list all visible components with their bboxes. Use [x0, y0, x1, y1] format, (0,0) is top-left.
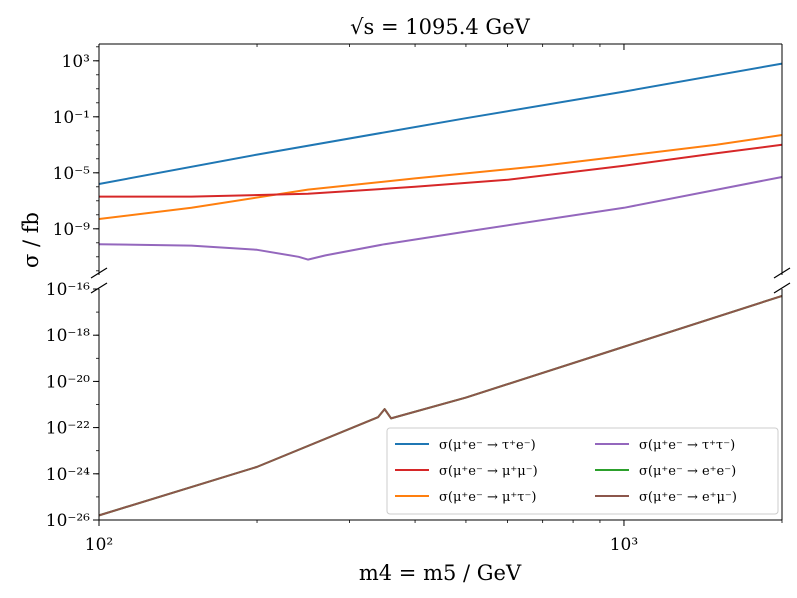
legend-label-2: σ(μ⁺e⁻ → e⁺e⁻) [639, 464, 736, 479]
lower-y-tick-label: 10⁻²⁶ [46, 511, 90, 531]
axis-break-mark [90, 267, 108, 279]
upper-y-tick-label: 10⁻⁵ [53, 164, 91, 184]
upper-panel: 10³ 10⁻¹ 10⁻⁵ 10⁻⁹ [53, 46, 99, 272]
axis-break-mark [90, 282, 108, 294]
lower-y-tick-label: 10⁻²⁰ [46, 372, 90, 392]
upper-y-tick-label: 10⁻¹ [53, 108, 90, 128]
axis-break-mark [773, 282, 791, 294]
chart-title: √s = 1095.4 GeV [350, 15, 530, 39]
series-layer [98, 62, 783, 517]
series-line-0 [98, 62, 783, 185]
series-line-3 [99, 143, 783, 198]
x-axis-label: m4 = m5 / GeV [359, 561, 522, 585]
legend-label-0: σ(μ⁺e⁻ → τ⁺e⁻) [439, 438, 536, 453]
y-axis-label: σ / fb [19, 212, 43, 268]
lower-y-tick-label: 10⁻²⁴ [46, 465, 90, 485]
lower-y-tick-label: 10⁻¹⁶ [46, 280, 90, 300]
lower-y-tick-label: 10⁻¹⁸ [46, 326, 90, 346]
upper-y-tick-label: 10⁻⁹ [53, 220, 91, 240]
lower-y-tick-label: 10⁻²² [46, 419, 90, 439]
legend-frame [386, 427, 779, 515]
legend: σ(μ⁺e⁻ → τ⁺e⁻) σ(μ⁺e⁻ → μ⁺μ⁻) σ(μ⁺e⁻ → μ⁺τ… [386, 427, 779, 515]
x-tick-label: 10³ [610, 535, 638, 555]
series-line-4 [98, 176, 783, 261]
legend-label-4: σ(μ⁺e⁻ → τ⁺τ⁻) [639, 438, 735, 453]
legend-label-1: σ(μ⁺e⁻ → μ⁺τ⁻) [439, 490, 536, 505]
lower-panel: 10⁻¹⁶ 10⁻¹⁸ 10⁻²⁰ 10⁻²² 10⁻²⁴ 10⁻²⁶ 10² 10³ [46, 44, 783, 555]
series-line-5 [98, 294, 783, 517]
legend-label-5: σ(μ⁺e⁻ → e⁺μ⁻) [639, 490, 737, 505]
axis-break-mark [773, 267, 791, 279]
frame-layer [90, 43, 791, 521]
series-line-1 [98, 134, 783, 220]
x-tick-label: 10² [85, 535, 113, 555]
legend-label-3: σ(μ⁺e⁻ → μ⁺μ⁻) [439, 464, 538, 479]
upper-y-tick-label: 10³ [62, 52, 90, 72]
